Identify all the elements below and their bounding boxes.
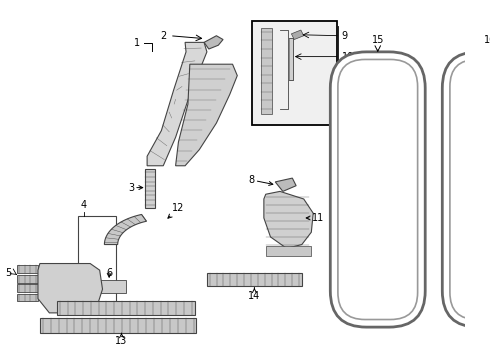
Bar — [17, 265, 38, 273]
Text: 7: 7 — [342, 75, 348, 85]
Text: 16: 16 — [484, 35, 490, 45]
Bar — [207, 273, 302, 286]
Bar — [145, 168, 155, 208]
Bar — [251, 21, 337, 125]
Polygon shape — [104, 215, 147, 244]
Text: 4: 4 — [80, 201, 87, 210]
Polygon shape — [264, 192, 313, 248]
Text: 1: 1 — [134, 38, 141, 48]
Text: 8: 8 — [248, 175, 273, 185]
Text: 14: 14 — [248, 288, 261, 301]
Text: 2: 2 — [160, 31, 166, 41]
Text: 10: 10 — [342, 51, 354, 62]
Bar — [266, 247, 311, 256]
Text: 6: 6 — [106, 268, 112, 278]
Polygon shape — [275, 178, 296, 192]
Polygon shape — [204, 36, 223, 49]
Text: 9: 9 — [342, 31, 348, 41]
Text: 11: 11 — [306, 213, 324, 223]
Bar — [261, 28, 272, 113]
Bar — [290, 38, 294, 80]
FancyBboxPatch shape — [338, 59, 417, 320]
Polygon shape — [38, 264, 102, 313]
Polygon shape — [292, 30, 304, 40]
Bar — [99, 280, 126, 293]
Bar — [17, 284, 38, 292]
FancyBboxPatch shape — [450, 59, 490, 320]
Polygon shape — [175, 64, 237, 166]
FancyBboxPatch shape — [442, 52, 490, 327]
Bar — [40, 318, 196, 333]
Polygon shape — [147, 42, 207, 166]
Text: 12: 12 — [168, 203, 185, 218]
Bar — [17, 275, 38, 283]
FancyBboxPatch shape — [330, 52, 425, 327]
Text: 13: 13 — [115, 333, 127, 346]
Text: 15: 15 — [371, 35, 384, 45]
Bar — [78, 216, 116, 306]
Text: 3: 3 — [128, 183, 143, 193]
Text: 5: 5 — [5, 268, 11, 278]
Bar — [17, 294, 38, 301]
Bar — [57, 301, 195, 315]
